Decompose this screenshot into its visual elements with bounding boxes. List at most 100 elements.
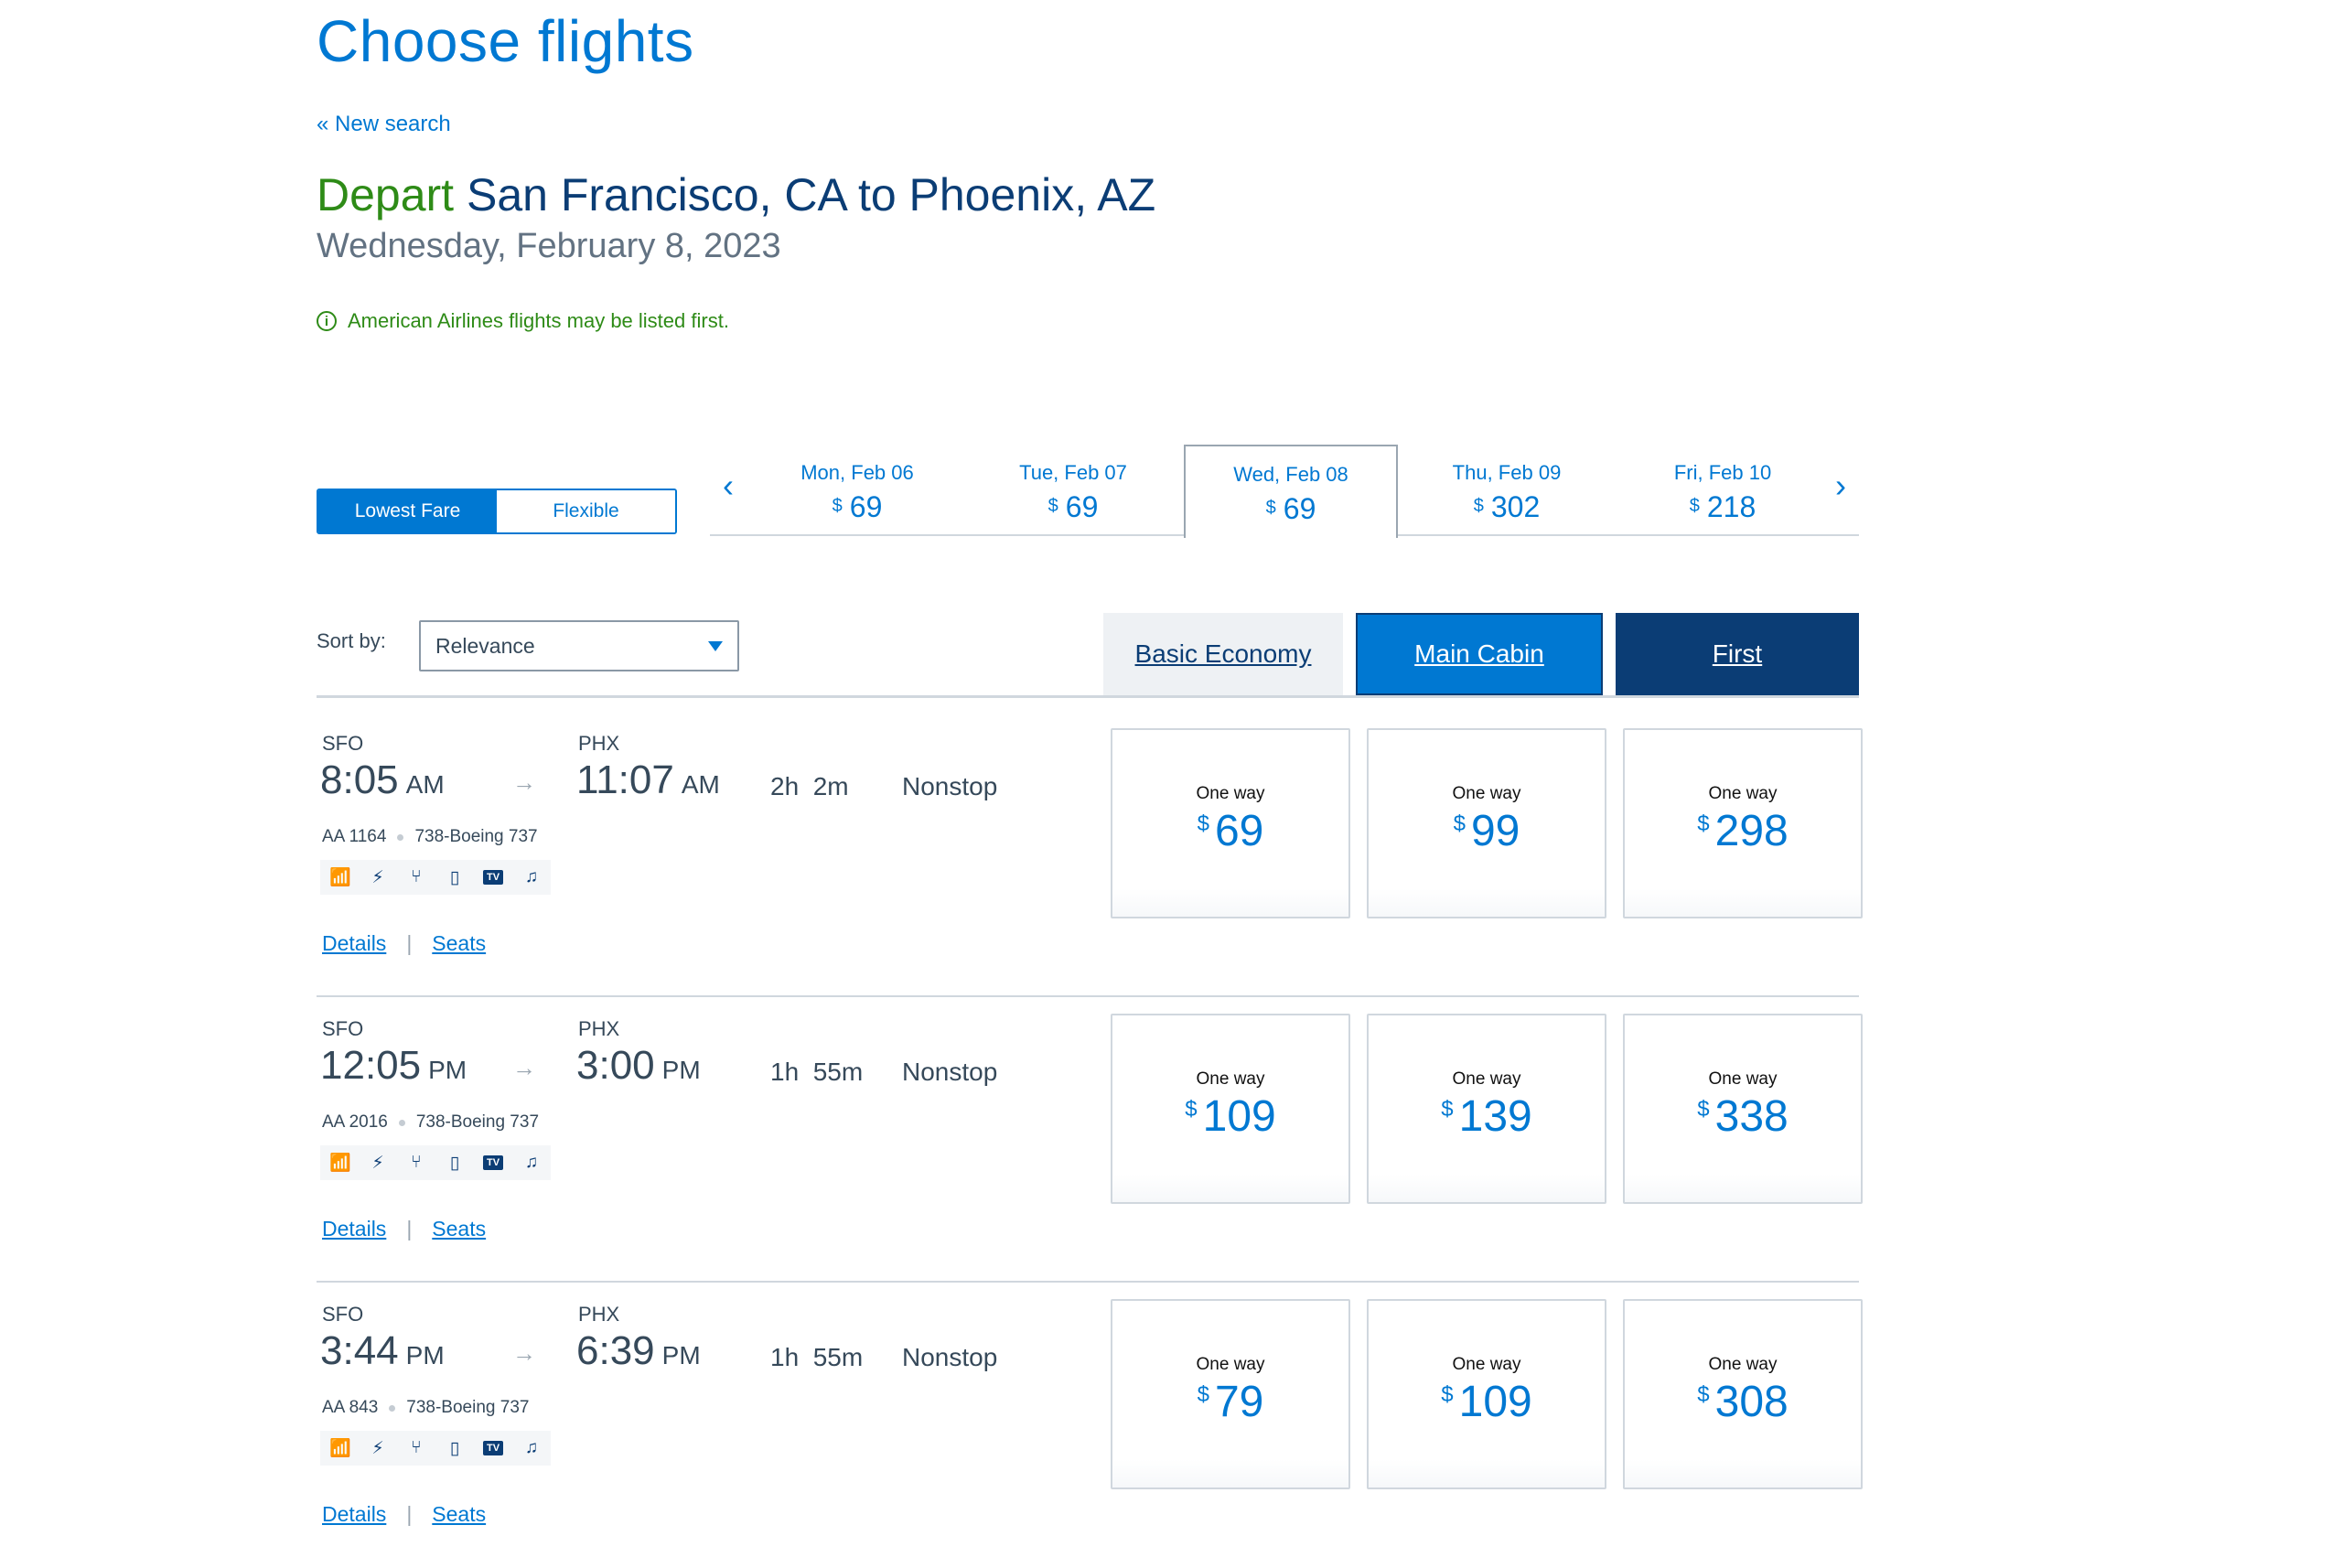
fare-type-label: One way bbox=[1196, 783, 1265, 803]
date-label: Thu, Feb 09 bbox=[1452, 461, 1562, 484]
fare-amount: $109 bbox=[1185, 1091, 1276, 1141]
aircraft-type: 738-Boeing 737 bbox=[406, 1398, 530, 1417]
fare-card[interactable]: One way $308 bbox=[1623, 1299, 1863, 1489]
fare-amount: $298 bbox=[1697, 806, 1789, 855]
power-outlet-icon: ⚡ bbox=[371, 1438, 384, 1458]
fare-card[interactable]: One way $338 bbox=[1623, 1014, 1863, 1204]
fare-type-label: One way bbox=[1452, 1354, 1521, 1374]
seats-link[interactable]: Seats bbox=[432, 1502, 487, 1526]
next-dates-arrow-icon[interactable]: › bbox=[1835, 467, 1846, 504]
tv-icon: TV bbox=[483, 1155, 503, 1170]
destination-code: PHX bbox=[578, 1303, 620, 1326]
date-option[interactable]: Thu, Feb 09 $302 bbox=[1400, 445, 1614, 536]
link-separator: | bbox=[406, 931, 413, 955]
date-price: $302 bbox=[1473, 490, 1541, 523]
power-outlet-icon: ⚡ bbox=[371, 1153, 384, 1173]
seats-link[interactable]: Seats bbox=[432, 931, 487, 955]
date-price: $69 bbox=[832, 490, 883, 523]
prev-dates-arrow-icon[interactable]: ‹ bbox=[723, 467, 734, 504]
flight-row: SFO 12:05 PM → PHX 3:00 PM 1h 55m Nonstop AA 2016… bbox=[317, 999, 1863, 1283]
flight-row: SFO 3:44 PM → PHX 6:39 PM 1h 55m Nonstop AA 843 73… bbox=[317, 1284, 1863, 1568]
flight-duration: 2h 2m bbox=[770, 772, 849, 800]
row-divider bbox=[317, 995, 1859, 997]
fare-type-label: One way bbox=[1452, 1069, 1521, 1089]
fare-type-label: One way bbox=[1196, 1069, 1265, 1089]
power-outlet-icon: ⚡ bbox=[371, 867, 384, 887]
fare-type-label: One way bbox=[1708, 1354, 1778, 1374]
aircraft-type: 738-Boeing 737 bbox=[415, 1112, 540, 1132]
details-link[interactable]: Details bbox=[322, 1502, 387, 1526]
tv-icon: TV bbox=[483, 1441, 503, 1455]
flexible-button[interactable]: Flexible bbox=[497, 490, 675, 532]
fare-card[interactable]: One way $109 bbox=[1367, 1299, 1606, 1489]
sort-dropdown[interactable]: Relevance bbox=[419, 620, 739, 671]
fare-amount: $99 bbox=[1453, 806, 1520, 855]
fare-type-label: One way bbox=[1196, 1354, 1265, 1374]
flight-info: AA 1164 738-Boeing 737 bbox=[322, 827, 538, 847]
wifi-icon: 📶 bbox=[329, 1439, 351, 1458]
origin-code: SFO bbox=[322, 732, 364, 755]
separator-dot bbox=[397, 833, 404, 841]
fare-card[interactable]: One way $99 bbox=[1367, 728, 1606, 918]
chevron-down-icon bbox=[708, 641, 723, 651]
flight-links: Details | Seats bbox=[322, 1502, 486, 1527]
date-option[interactable]: Mon, Feb 06 $69 bbox=[750, 445, 964, 536]
arrival-time: 11:07 AM bbox=[576, 757, 720, 802]
fare-card[interactable]: One way $79 bbox=[1111, 1299, 1350, 1489]
phone-icon: ▯ bbox=[449, 1438, 460, 1458]
wifi-icon: 📶 bbox=[329, 868, 351, 887]
date-label: Mon, Feb 06 bbox=[800, 461, 914, 484]
date-label: Fri, Feb 10 bbox=[1673, 461, 1772, 484]
amenities: 📶 ⚡ ⑂ ▯ TV ♫ bbox=[320, 1145, 551, 1180]
phone-icon: ▯ bbox=[449, 1153, 460, 1173]
arrow-right-icon: → bbox=[512, 768, 536, 796]
flight-number: AA 2016 bbox=[322, 1112, 388, 1132]
music-icon: ♫ bbox=[524, 1153, 539, 1172]
fare-amount: $69 bbox=[1197, 806, 1264, 855]
fare-card[interactable]: One way $109 bbox=[1111, 1014, 1350, 1204]
date-price: $69 bbox=[1265, 492, 1316, 525]
tv-icon: TV bbox=[483, 870, 503, 885]
new-search-link[interactable]: « New search bbox=[317, 112, 451, 136]
info-icon: i bbox=[317, 311, 337, 331]
link-separator: | bbox=[406, 1217, 413, 1240]
route-text: San Francisco, CA to Phoenix, AZ bbox=[466, 169, 1156, 220]
usb-icon: ⑂ bbox=[411, 1438, 422, 1457]
flight-links: Details | Seats bbox=[322, 1217, 486, 1241]
arrow-right-icon: → bbox=[512, 1339, 536, 1367]
date-option[interactable]: Fri, Feb 10 $218 bbox=[1616, 445, 1830, 536]
depart-label: Depart bbox=[317, 169, 455, 220]
stops-label: Nonstop bbox=[902, 1343, 998, 1371]
flight-duration: 1h 55m bbox=[770, 1343, 864, 1371]
fare-amount: $109 bbox=[1441, 1377, 1532, 1426]
fare-card[interactable]: One way $139 bbox=[1367, 1014, 1606, 1204]
flight-info: AA 843 738-Boeing 737 bbox=[322, 1398, 529, 1418]
page-title: Choose flights bbox=[317, 8, 694, 74]
date-option[interactable]: Tue, Feb 07 $69 bbox=[966, 445, 1180, 536]
stops-label: Nonstop bbox=[902, 772, 998, 800]
date-option-selected[interactable]: Wed, Feb 08 $69 bbox=[1184, 445, 1398, 538]
cabin-tab-basic-economy[interactable]: Basic Economy bbox=[1103, 613, 1343, 695]
seats-link[interactable]: Seats bbox=[432, 1217, 487, 1240]
fare-card[interactable]: One way $69 bbox=[1111, 728, 1350, 918]
cabin-tab-main-cabin[interactable]: Main Cabin bbox=[1356, 613, 1603, 695]
flight-links: Details | Seats bbox=[322, 931, 486, 956]
flight-duration: 1h 55m bbox=[770, 1058, 864, 1086]
details-link[interactable]: Details bbox=[322, 1217, 387, 1240]
cabin-tab-first[interactable]: First bbox=[1616, 613, 1859, 695]
flight-number: AA 843 bbox=[322, 1398, 379, 1417]
fare-amount: $338 bbox=[1697, 1091, 1789, 1141]
departure-time: 8:05 AM bbox=[320, 757, 445, 802]
fare-card[interactable]: One way $298 bbox=[1623, 728, 1863, 918]
fare-type-toggle: Lowest Fare Flexible bbox=[317, 489, 677, 534]
separator-dot bbox=[398, 1119, 405, 1126]
arrow-right-icon: → bbox=[512, 1054, 536, 1081]
sort-value: Relevance bbox=[435, 633, 535, 658]
fare-type-label: One way bbox=[1452, 783, 1521, 803]
sort-label: Sort by: bbox=[317, 629, 386, 652]
details-link[interactable]: Details bbox=[322, 931, 387, 955]
notice-text: American Airlines flights may be listed … bbox=[348, 309, 729, 332]
lowest-fare-button[interactable]: Lowest Fare bbox=[318, 490, 497, 532]
travel-date: Wednesday, February 8, 2023 bbox=[317, 227, 781, 265]
destination-code: PHX bbox=[578, 732, 620, 755]
